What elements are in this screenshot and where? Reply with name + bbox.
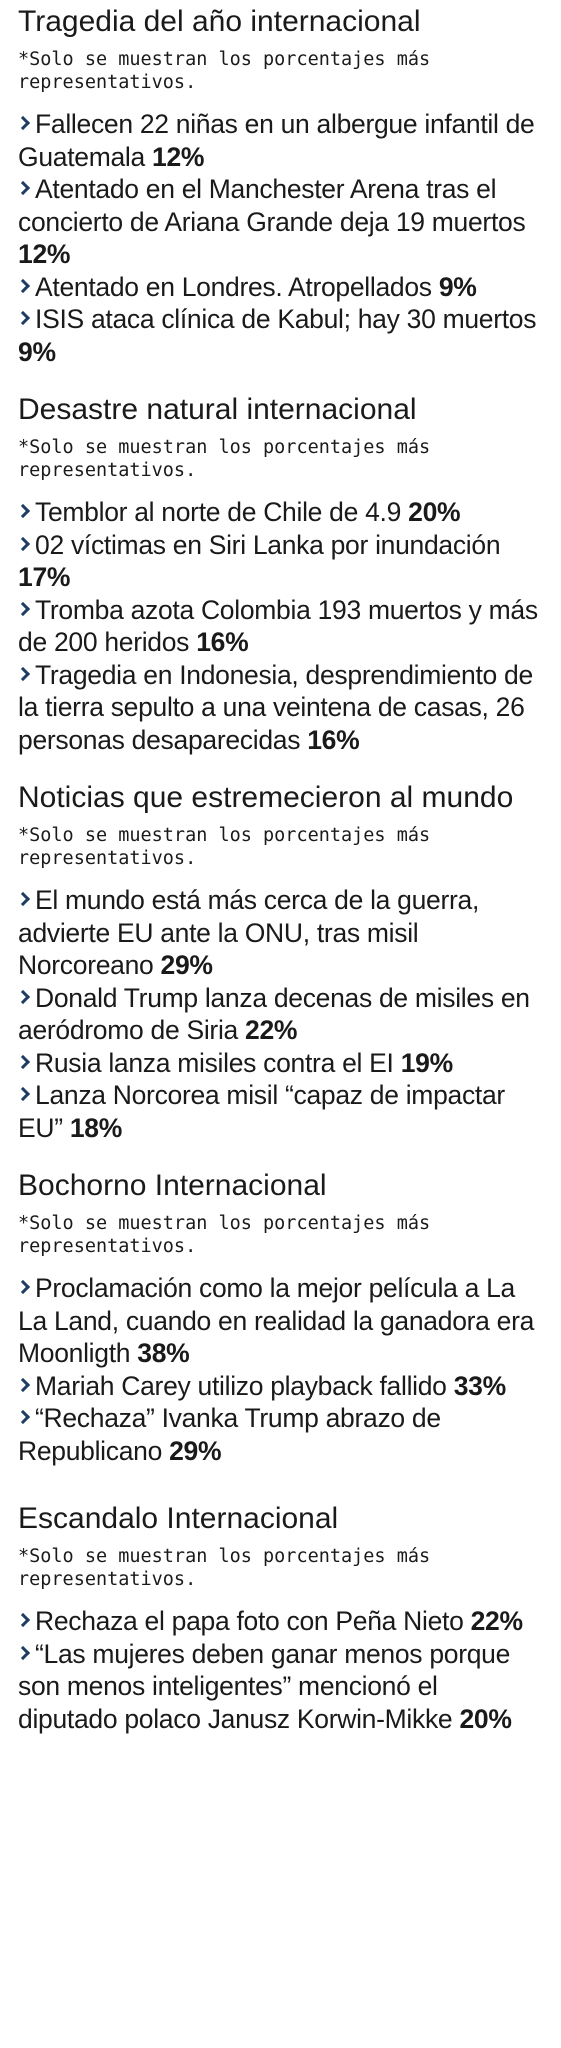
bullet-chevron	[15, 1612, 31, 1628]
item-percent: 12%	[152, 141, 205, 172]
section-note: *Solo se muestran los porcentajes más re…	[18, 49, 431, 93]
list-item: Atentado en el Manchester Arena tras el …	[15, 173, 543, 271]
section-note: *Solo se muestran los porcentajes más re…	[18, 825, 431, 869]
item-text: 02 víctimas en Siri Lanka por inundación	[35, 529, 501, 560]
section: Desastre natural internacional *Solo se m…	[15, 388, 543, 757]
section: Tragedia del año internacional *Solo se m…	[15, 0, 543, 368]
section-title: Noticias que estremecieron al mundo	[18, 781, 514, 814]
list-item: Proclamación como la mejor película a La…	[15, 1272, 543, 1370]
list-item: “Las mujeres deben ganar menos porque so…	[15, 1638, 543, 1736]
bullet-chevron	[15, 1645, 31, 1660]
section: Bochorno Internacional *Solo se muestran …	[15, 1164, 543, 1467]
bullet-chevron	[15, 115, 31, 131]
item-percent: 9%	[18, 336, 56, 367]
bullet-chevron	[15, 989, 31, 1004]
bullet-chevron	[15, 666, 31, 681]
bullet-chevron	[15, 310, 31, 326]
section: Escandalo Internacional *Solo se muestran…	[15, 1497, 543, 1736]
list-item: Lanza Norcorea misil “capaz de impactar …	[15, 1079, 543, 1144]
bullet-chevron	[15, 891, 31, 907]
item-percent: 38%	[137, 1338, 190, 1368]
item-text: Tragedia en Indonesia, desprendimiento d…	[18, 659, 533, 755]
item-text: Atentado en el Manchester Arena tras el …	[18, 174, 526, 237]
section-note: *Solo se muestran los porcentajes más re…	[18, 437, 431, 481]
bullet-chevron	[15, 1409, 31, 1425]
item-text: Proclamación como la mejor película a La…	[18, 1273, 535, 1368]
item-text: “Rechaza” Ivanka Trump abrazo de Republi…	[18, 1403, 441, 1466]
item-text: Lanza Norcorea misil “capaz de impactar …	[18, 1080, 505, 1143]
item-percent: 19%	[400, 1047, 453, 1078]
bullet-chevron	[15, 601, 31, 616]
item-percent: 29%	[160, 950, 213, 980]
section-note: *Solo se muestran los porcentajes más re…	[18, 1546, 431, 1590]
item-percent: 29%	[169, 1435, 222, 1466]
item-text: Fallecen 22 niñas en un albergue infanti…	[18, 109, 535, 172]
list-item: Tromba azota Colombia 193 muertos y más …	[15, 594, 543, 659]
section: Noticias que estremecieron al mundo *Solo…	[15, 776, 543, 1144]
item-text: ISIS ataca clínica de Kabul; hay 30 muer…	[35, 304, 537, 334]
item-percent: 16%	[196, 627, 249, 657]
item-percent: 22%	[470, 1606, 523, 1636]
item-text: El mundo está más cerca de la guerra, ad…	[18, 885, 480, 980]
list-item: Fallecen 22 niñas en un albergue infanti…	[15, 108, 543, 173]
section-title: Escandalo Internacional	[18, 1502, 339, 1535]
item-text: Atentado en Londres. Atropellados	[35, 271, 432, 302]
list-item: Temblor al norte de Chile de 4.9 20%	[15, 496, 543, 529]
list-item: Rusia lanza misiles contra el EI 19%	[15, 1047, 543, 1080]
section-title: Bochorno Internacional	[18, 1169, 327, 1202]
bullet-chevron	[15, 1086, 31, 1102]
list-item: El mundo está más cerca de la guerra, ad…	[15, 884, 543, 982]
list-item: 02 víctimas en Siri Lanka por inundación…	[15, 529, 543, 594]
item-percent: 18%	[69, 1112, 122, 1143]
list-item: Tragedia en Indonesia, desprendimiento d…	[15, 659, 543, 757]
item-text: Rusia lanza misiles contra el EI	[35, 1047, 394, 1078]
bullet-chevron	[15, 1377, 31, 1392]
bullet-chevron	[15, 1054, 31, 1069]
bullet-chevron	[15, 278, 31, 293]
list-item: Rechaza el papa foto con Peña Nieto 22%	[15, 1605, 543, 1638]
item-percent: 12%	[18, 239, 71, 269]
list-item: Donald Trump lanza decenas de misiles en…	[15, 982, 543, 1047]
item-percent: 9%	[438, 271, 477, 302]
item-percent: 33%	[453, 1370, 506, 1401]
item-percent: 20%	[408, 497, 461, 527]
section-title: Tragedia del año internacional	[18, 5, 421, 38]
bullet-chevron	[15, 180, 31, 196]
list-item: ISIS ataca clínica de Kabul; hay 30 muer…	[15, 303, 543, 368]
bullet-chevron	[15, 1279, 31, 1295]
list-item: Atentado en Londres. Atropellados 9%	[15, 271, 543, 304]
item-percent: 16%	[307, 724, 360, 755]
item-text: Rechaza el papa foto con Peña Nieto	[35, 1606, 464, 1636]
item-percent: 22%	[245, 1015, 298, 1045]
list-item: Mariah Carey utilizo playback fallido 33…	[15, 1370, 543, 1403]
document: Tragedia del año internacional *Solo se m…	[15, 0, 543, 1736]
bullet-chevron	[15, 536, 31, 551]
item-text: Temblor al norte de Chile de 4.9	[35, 497, 402, 527]
item-text: “Las mujeres deben ganar menos porque so…	[18, 1638, 511, 1734]
item-text: Donald Trump lanza decenas de misiles en…	[18, 982, 530, 1046]
section-title: Desastre natural internacional	[18, 393, 417, 426]
bullet-chevron	[15, 503, 31, 519]
section-note: *Solo se muestran los porcentajes más re…	[18, 1213, 431, 1257]
item-text: Mariah Carey utilizo playback fallido	[35, 1370, 447, 1401]
item-text: Tromba azota Colombia 193 muertos y más …	[18, 594, 538, 658]
item-percent: 17%	[18, 562, 71, 592]
list-item: “Rechaza” Ivanka Trump abrazo de Republi…	[15, 1402, 543, 1467]
item-percent: 20%	[459, 1703, 512, 1734]
